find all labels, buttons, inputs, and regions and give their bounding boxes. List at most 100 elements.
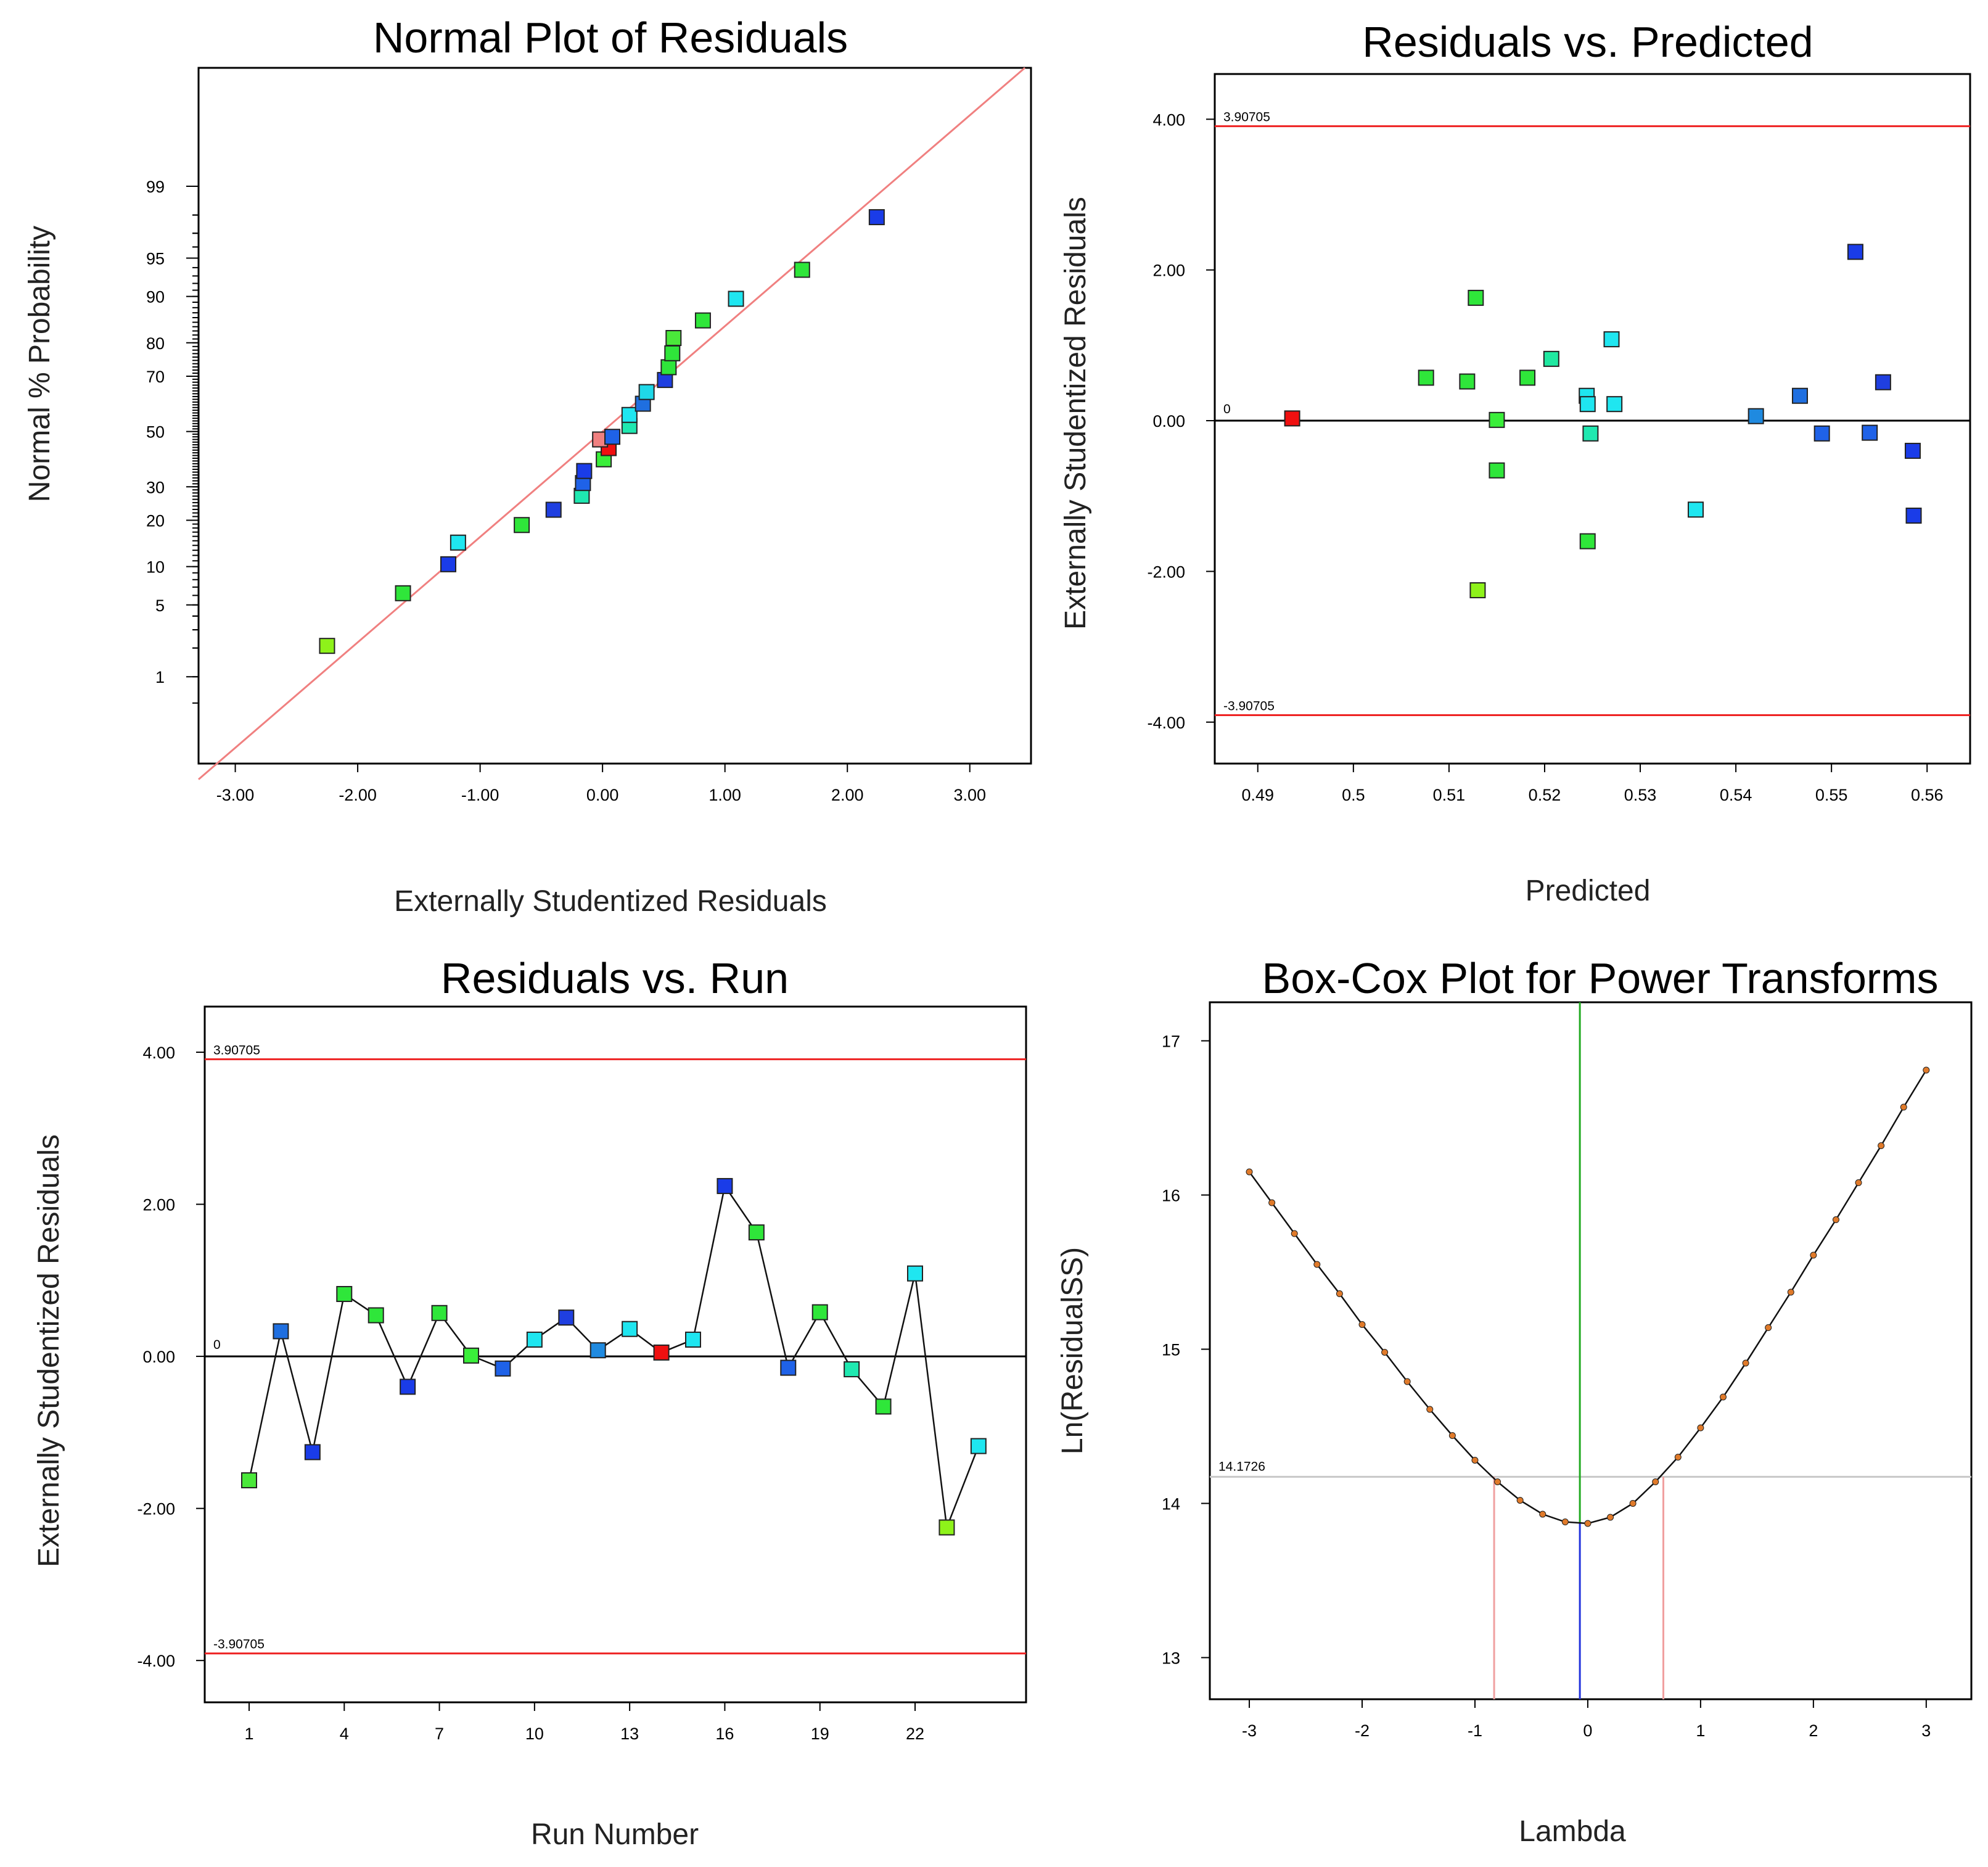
run-point <box>748 1224 765 1241</box>
run-point <box>463 1347 479 1364</box>
box-cox-panel: Box-Cox Plot for Power Transforms Lambda… <box>1056 954 1973 1848</box>
x-tick-label: 0.51 <box>1433 786 1466 804</box>
residual-point <box>1489 411 1505 428</box>
normal-plot-title: Normal Plot of Residuals <box>373 14 848 62</box>
box-cox-point <box>1719 1393 1727 1401</box>
y-tick-label: 2.00 <box>142 1196 175 1214</box>
residual-point <box>1687 501 1704 518</box>
run-point <box>685 1331 701 1348</box>
residual-point <box>514 517 530 534</box>
x-tick-label: -3 <box>1242 1721 1257 1740</box>
x-tick-label: 0.52 <box>1529 786 1561 804</box>
run-point <box>717 1177 733 1194</box>
residuals-vs-predicted-panel: Residuals vs. Predicted Predicted Extern… <box>1059 18 1971 907</box>
upper-limit-label: 3.90705 <box>1223 110 1270 125</box>
y-tick-label: -2.00 <box>137 1500 175 1519</box>
x-tick-label: 16 <box>715 1725 734 1743</box>
residual-point <box>604 429 621 445</box>
run-point <box>780 1359 797 1376</box>
residuals-vs-run-ylabel: Externally Studentized Residuals <box>33 1134 65 1567</box>
run-point <box>526 1331 543 1348</box>
x-tick-label: 1.00 <box>709 786 741 804</box>
box-cox-point <box>1516 1497 1524 1504</box>
run-point <box>589 1342 606 1359</box>
y-tick-label: 80 <box>146 334 165 353</box>
box-cox-point <box>1607 1514 1614 1521</box>
box-cox-point <box>1358 1321 1366 1328</box>
y-tick-label: 50 <box>146 423 165 442</box>
run-point <box>939 1519 955 1536</box>
box-cox-point <box>1561 1519 1569 1525</box>
residual-point <box>660 359 677 376</box>
y-tick-label: 20 <box>146 511 165 530</box>
residual-point <box>1468 289 1484 306</box>
y-tick-label: 95 <box>146 250 165 268</box>
box-cox-curve <box>1249 1070 1927 1525</box>
run-point <box>336 1285 353 1302</box>
lower-limit-label: -3.90705 <box>213 1638 265 1652</box>
run-point <box>368 1307 384 1324</box>
x-tick-label: 0.54 <box>1720 786 1752 804</box>
residual-point <box>1579 533 1596 550</box>
box-cox-ylabel: Ln(ResidualSS) <box>1056 1247 1089 1454</box>
box-cox-point <box>1742 1359 1749 1367</box>
x-tick-label: 7 <box>435 1725 444 1743</box>
box-cox-point <box>1426 1406 1434 1413</box>
run-point <box>558 1309 575 1326</box>
y-tick-label: 2.00 <box>1152 262 1185 280</box>
residual-point <box>440 556 456 572</box>
x-tick-label: -3.00 <box>216 786 255 804</box>
run-point <box>431 1304 448 1321</box>
run-point <box>970 1438 987 1454</box>
box-cox-point <box>1900 1103 1907 1111</box>
residual-point <box>1582 425 1599 442</box>
run-point <box>495 1360 511 1377</box>
box-cox-point <box>1629 1500 1637 1507</box>
residuals-vs-run-panel: Residuals vs. Run Run Number Externally … <box>33 954 1027 1851</box>
residuals-vs-run-xlabel: Run Number <box>531 1818 699 1851</box>
box-cox-title: Box-Cox Plot for Power Transforms <box>1262 954 1939 1002</box>
y-tick-label: -2.00 <box>1147 563 1185 581</box>
x-tick-label: 4 <box>340 1725 349 1743</box>
box-cox-point <box>1584 1520 1592 1527</box>
residuals-vs-predicted-title: Residuals vs. Predicted <box>1362 18 1813 66</box>
run-point <box>273 1323 289 1340</box>
residual-point <box>319 638 335 654</box>
x-tick-label: -1.00 <box>461 786 499 804</box>
x-tick-label: 1 <box>244 1725 253 1743</box>
box-cox-point <box>1832 1216 1839 1223</box>
run-point <box>304 1444 321 1461</box>
box-cox-point <box>1652 1478 1659 1485</box>
box-cox-point <box>1336 1290 1343 1297</box>
residuals-vs-run-title: Residuals vs. Run <box>441 954 789 1002</box>
residual-point <box>1489 462 1505 479</box>
x-tick-label: 2 <box>1809 1721 1818 1740</box>
box-cox-point <box>1765 1324 1772 1331</box>
residual-point <box>1862 424 1878 441</box>
residual-point <box>638 384 655 400</box>
x-tick-label: 10 <box>525 1725 544 1743</box>
x-tick-label: 0.55 <box>1815 786 1848 804</box>
residuals-vs-predicted-frame <box>1214 73 1971 765</box>
residual-point <box>1791 387 1808 404</box>
box-cox-xlabel: Lambda <box>1519 1815 1626 1848</box>
box-cox-point <box>1403 1378 1411 1385</box>
residual-point <box>1847 244 1863 260</box>
residuals-vs-run-frame <box>203 1005 1027 1704</box>
box-cox-point <box>1878 1142 1885 1149</box>
y-tick-label: 10 <box>146 558 165 577</box>
x-tick-label: -2.00 <box>339 786 377 804</box>
residual-point <box>1603 331 1620 348</box>
normal-plot-frame <box>197 67 1032 765</box>
residual-point <box>621 406 638 423</box>
box-cox-point <box>1787 1288 1794 1296</box>
box-cox-point <box>1674 1454 1682 1461</box>
residual-point <box>1284 410 1300 427</box>
residuals-vs-predicted-xlabel: Predicted <box>1526 875 1651 907</box>
x-tick-label: 0.49 <box>1241 786 1274 804</box>
run-point <box>907 1265 923 1282</box>
run-point <box>811 1304 828 1321</box>
residuals-vs-predicted-ylabel: Externally Studentized Residuals <box>1059 197 1092 630</box>
y-tick-label: 13 <box>1162 1649 1180 1668</box>
